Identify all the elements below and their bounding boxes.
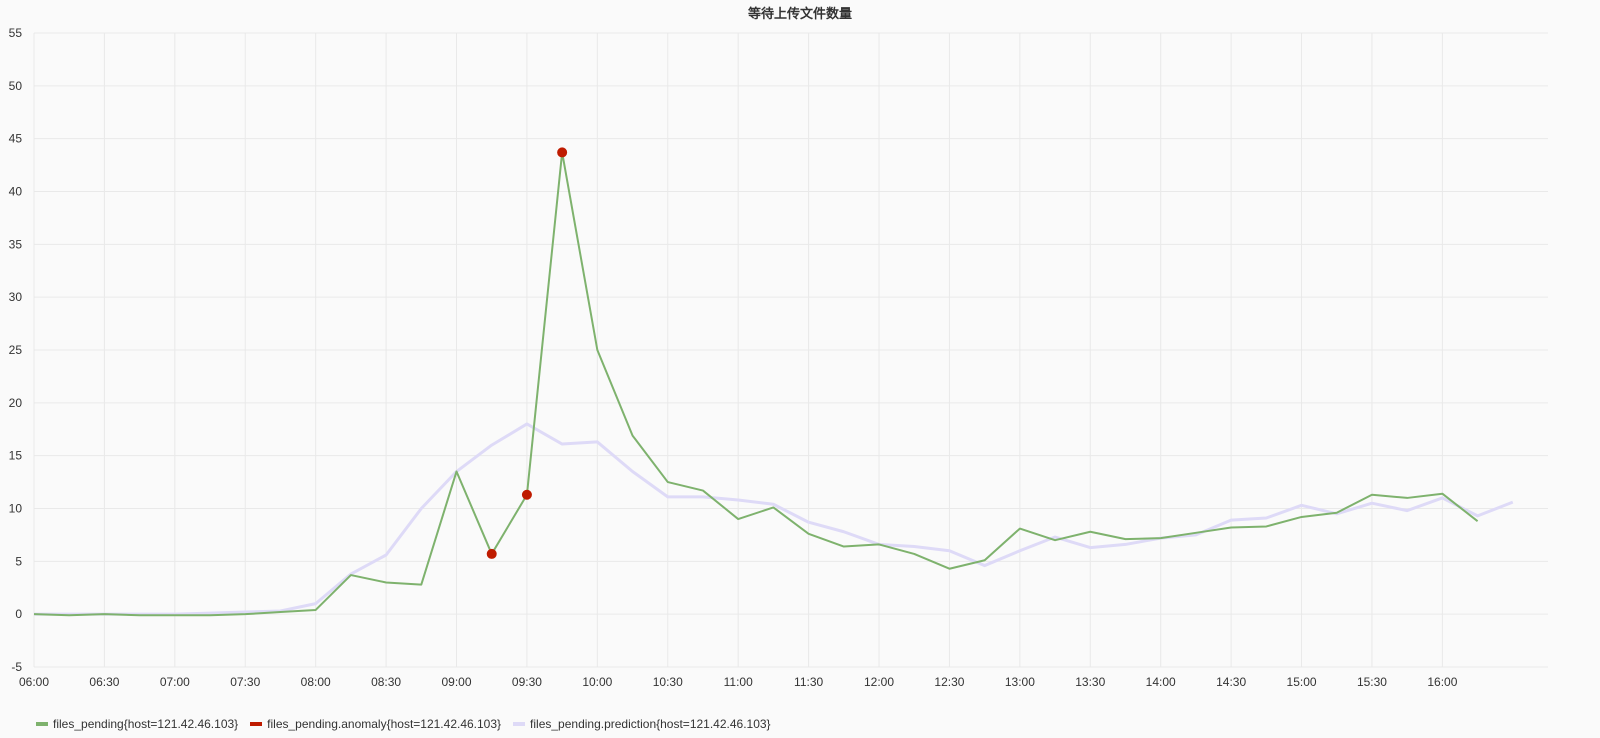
grid-lines [33, 32, 1548, 668]
y-tick-label: 25 [9, 343, 23, 357]
x-tick-label: 08:00 [301, 675, 331, 689]
x-tick-label: 14:30 [1216, 675, 1246, 689]
x-tick-label: 12:00 [864, 675, 894, 689]
legend-swatch-green [36, 722, 48, 726]
y-tick-label: 35 [9, 237, 23, 251]
y-tick-label: 50 [9, 79, 23, 93]
x-tick-label: 12:30 [934, 675, 964, 689]
legend-label: files_pending.anomaly{host=121.42.46.103… [267, 717, 502, 731]
legend-label: files_pending.prediction{host=121.42.46.… [530, 717, 771, 731]
anomaly-point[interactable] [486, 548, 497, 559]
legend-swatch-lavender [513, 722, 526, 726]
y-tick-label: 0 [15, 607, 22, 621]
x-axis: 06:00 06:30 07:00 07:30 08:00 08:30 09:00 09:30… [19, 675, 1458, 689]
x-tick-label: 16:00 [1427, 675, 1457, 689]
x-tick-label: 14:00 [1146, 675, 1176, 689]
x-tick-label: 13:30 [1075, 675, 1105, 689]
chart-title: 等待上传文件数量 [747, 6, 852, 21]
y-tick-label: 30 [9, 290, 23, 304]
anomaly-point[interactable] [521, 489, 532, 500]
x-tick-label: 08:30 [371, 675, 401, 689]
y-tick-label: 45 [9, 132, 23, 146]
y-tick-label: 5 [15, 554, 22, 568]
x-tick-label: 10:00 [582, 675, 612, 689]
legend: files_pending{host=121.42.46.103} files_… [36, 714, 771, 734]
legend-item-prediction[interactable]: files_pending.prediction{host=121.42.46.… [513, 717, 771, 731]
x-tick-label: 15:30 [1357, 675, 1387, 689]
series-lines [33, 151, 1514, 617]
x-tick-label: 09:30 [512, 675, 542, 689]
y-tick-label: 40 [9, 185, 23, 199]
legend-label: files_pending{host=121.42.46.103} [53, 717, 239, 731]
legend-item-anomaly[interactable]: files_pending.anomaly{host=121.42.46.103… [250, 717, 501, 731]
anomaly-point[interactable] [557, 147, 568, 158]
series-line-files-pending [33, 151, 1479, 617]
y-tick-label: 20 [9, 396, 23, 410]
y-axis: -5 0 5 10 15 20 25 30 35 40 45 50 55 [9, 26, 23, 674]
x-tick-label: 10:30 [653, 675, 683, 689]
x-tick-label: 07:00 [160, 675, 190, 689]
x-tick-label: 11:30 [794, 675, 823, 689]
y-tick-label: -5 [11, 660, 22, 674]
y-tick-label: 55 [9, 26, 23, 40]
y-tick-label: 10 [9, 502, 23, 516]
x-tick-label: 13:00 [1005, 675, 1035, 689]
x-tick-label: 06:00 [19, 675, 49, 689]
x-tick-label: 09:00 [441, 675, 471, 689]
x-tick-label: 15:00 [1287, 675, 1317, 689]
legend-item-files-pending[interactable]: files_pending{host=121.42.46.103} [36, 717, 238, 731]
series-line-prediction [34, 422, 1514, 616]
anomaly-points [486, 147, 568, 559]
y-tick-label: 15 [9, 449, 23, 463]
x-tick-label: 11:00 [724, 675, 753, 689]
x-tick-label: 06:30 [89, 675, 119, 689]
legend-swatch-red [250, 722, 263, 726]
x-tick-label: 07:30 [230, 675, 260, 689]
